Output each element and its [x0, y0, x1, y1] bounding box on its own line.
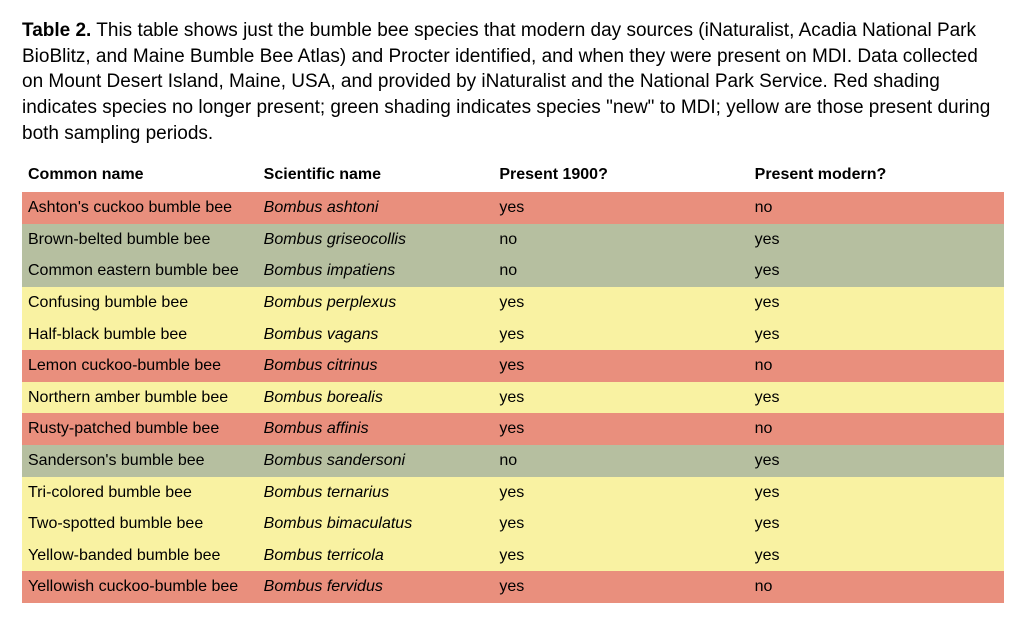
- cell-present-modern: yes: [749, 287, 1004, 319]
- cell-scientific-name: Bombus citrinus: [258, 350, 494, 382]
- table-row: Rusty-patched bumble beeBombus affinisye…: [22, 413, 1004, 445]
- cell-present-1900: yes: [493, 413, 748, 445]
- cell-present-1900: yes: [493, 319, 748, 351]
- table-label: Table 2.: [22, 20, 91, 41]
- cell-present-1900: yes: [493, 477, 748, 509]
- cell-present-modern: yes: [749, 224, 1004, 256]
- cell-present-modern: no: [749, 413, 1004, 445]
- table-row: Northern amber bumble beeBombus borealis…: [22, 382, 1004, 414]
- cell-present-1900: yes: [493, 192, 748, 224]
- cell-scientific-name: Bombus fervidus: [258, 571, 494, 603]
- cell-present-1900: no: [493, 255, 748, 287]
- table-row: Lemon cuckoo-bumble beeBombus citrinusye…: [22, 350, 1004, 382]
- cell-common-name: Two-spotted bumble bee: [22, 508, 258, 540]
- table-row: Yellowish cuckoo-bumble beeBombus fervid…: [22, 571, 1004, 603]
- cell-present-1900: no: [493, 445, 748, 477]
- cell-common-name: Rusty-patched bumble bee: [22, 413, 258, 445]
- cell-present-modern: no: [749, 571, 1004, 603]
- table-row: Two-spotted bumble beeBombus bimaculatus…: [22, 508, 1004, 540]
- cell-common-name: Northern amber bumble bee: [22, 382, 258, 414]
- cell-scientific-name: Bombus perplexus: [258, 287, 494, 319]
- cell-common-name: Brown-belted bumble bee: [22, 224, 258, 256]
- cell-common-name: Common eastern bumble bee: [22, 255, 258, 287]
- col-common-name: Common name: [22, 160, 258, 192]
- table-row: Ashton's cuckoo bumble beeBombus ashtoni…: [22, 192, 1004, 224]
- table-row: Common eastern bumble beeBombus impatien…: [22, 255, 1004, 287]
- cell-common-name: Lemon cuckoo-bumble bee: [22, 350, 258, 382]
- cell-present-modern: yes: [749, 445, 1004, 477]
- cell-common-name: Ashton's cuckoo bumble bee: [22, 192, 258, 224]
- cell-present-1900: yes: [493, 508, 748, 540]
- table-row: Yellow-banded bumble beeBombus terricola…: [22, 540, 1004, 572]
- page-root: Table 2. This table shows just the bumbl…: [0, 0, 1026, 627]
- cell-scientific-name: Bombus borealis: [258, 382, 494, 414]
- table-row: Brown-belted bumble beeBombus griseocoll…: [22, 224, 1004, 256]
- cell-scientific-name: Bombus impatiens: [258, 255, 494, 287]
- table-row: Sanderson's bumble beeBombus sandersonin…: [22, 445, 1004, 477]
- cell-present-modern: no: [749, 192, 1004, 224]
- cell-common-name: Confusing bumble bee: [22, 287, 258, 319]
- table-row: Confusing bumble beeBombus perplexusyesy…: [22, 287, 1004, 319]
- cell-common-name: Half-black bumble bee: [22, 319, 258, 351]
- cell-present-1900: yes: [493, 382, 748, 414]
- cell-present-modern: yes: [749, 319, 1004, 351]
- cell-scientific-name: Bombus vagans: [258, 319, 494, 351]
- table-row: Half-black bumble beeBombus vagansyesyes: [22, 319, 1004, 351]
- cell-present-1900: yes: [493, 287, 748, 319]
- col-present-modern: Present modern?: [749, 160, 1004, 192]
- cell-scientific-name: Bombus terricola: [258, 540, 494, 572]
- cell-scientific-name: Bombus ashtoni: [258, 192, 494, 224]
- cell-scientific-name: Bombus griseocollis: [258, 224, 494, 256]
- species-table: Common name Scientific name Present 1900…: [22, 160, 1004, 603]
- table-caption-text: This table shows just the bumble bee spe…: [22, 20, 990, 144]
- cell-common-name: Sanderson's bumble bee: [22, 445, 258, 477]
- cell-common-name: Yellow-banded bumble bee: [22, 540, 258, 572]
- cell-present-modern: yes: [749, 477, 1004, 509]
- table-caption: Table 2. This table shows just the bumbl…: [22, 18, 1004, 146]
- cell-present-modern: yes: [749, 382, 1004, 414]
- cell-present-1900: yes: [493, 540, 748, 572]
- cell-present-modern: yes: [749, 508, 1004, 540]
- table-row: Tri-colored bumble beeBombus ternariusye…: [22, 477, 1004, 509]
- cell-present-1900: yes: [493, 571, 748, 603]
- cell-scientific-name: Bombus ternarius: [258, 477, 494, 509]
- col-present-1900: Present 1900?: [493, 160, 748, 192]
- col-scientific-name: Scientific name: [258, 160, 494, 192]
- cell-common-name: Yellowish cuckoo-bumble bee: [22, 571, 258, 603]
- cell-present-modern: yes: [749, 255, 1004, 287]
- cell-scientific-name: Bombus sandersoni: [258, 445, 494, 477]
- cell-scientific-name: Bombus bimaculatus: [258, 508, 494, 540]
- cell-present-1900: no: [493, 224, 748, 256]
- cell-common-name: Tri-colored bumble bee: [22, 477, 258, 509]
- cell-present-1900: yes: [493, 350, 748, 382]
- cell-present-modern: yes: [749, 540, 1004, 572]
- cell-present-modern: no: [749, 350, 1004, 382]
- cell-scientific-name: Bombus affinis: [258, 413, 494, 445]
- table-header-row: Common name Scientific name Present 1900…: [22, 160, 1004, 192]
